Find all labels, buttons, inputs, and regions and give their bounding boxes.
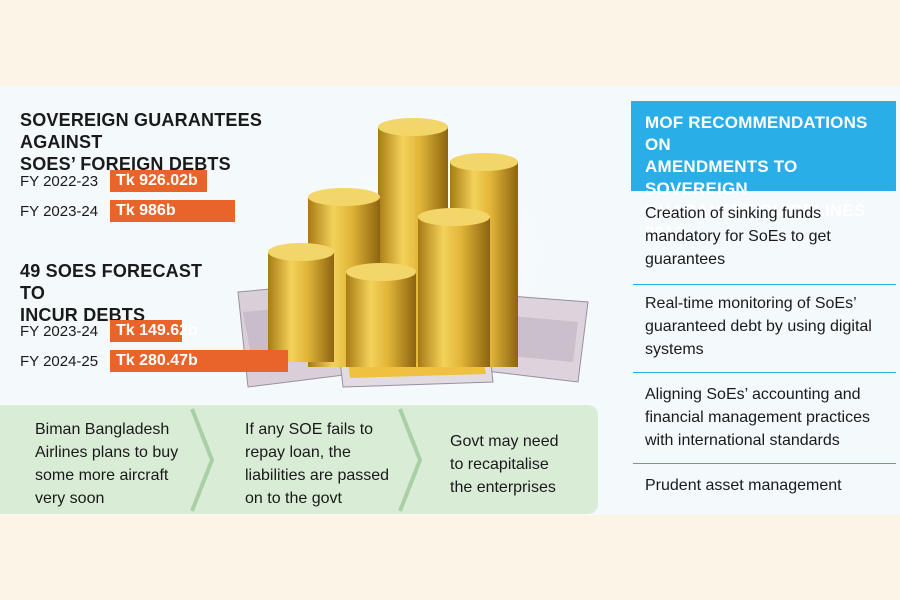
recommendation-line: guaranteed debt by using digital bbox=[645, 318, 872, 335]
divider bbox=[633, 372, 896, 373]
bar: Tk 149.62b bbox=[110, 320, 198, 342]
guarantees-title-line2: SOES’ FOREIGN DEBTS bbox=[20, 154, 231, 174]
bar-value-label: Tk 280.47b bbox=[116, 352, 198, 369]
step-line: the enterprises bbox=[450, 479, 556, 496]
recommendation-line: Creation of sinking funds bbox=[645, 205, 822, 222]
divider bbox=[633, 284, 896, 285]
bar-category-label: FY 2023-24 bbox=[20, 202, 99, 220]
step-biman: Biman Bangladesh Airlines plans to buy s… bbox=[35, 418, 205, 510]
recommendations-title-line: AMENDMENTS TO SOVEREIGN bbox=[645, 157, 798, 198]
bar-row: FY 2023-24 Tk 986b bbox=[20, 200, 235, 222]
step-line: very soon bbox=[35, 490, 105, 507]
recommendations-title-line: MOF RECOMMENDATIONS ON bbox=[645, 113, 868, 154]
consequences-band bbox=[0, 405, 598, 514]
step-line: to recapitalise bbox=[450, 456, 549, 473]
recommendations-header bbox=[631, 101, 896, 191]
recommendation-line: Real-time monitoring of SoEs’ bbox=[645, 295, 857, 312]
step-line: liabilities are passed bbox=[245, 467, 390, 484]
step-line: on to the govt bbox=[245, 490, 342, 507]
guarantees-title: SOVEREIGN GUARANTEES AGAINST SOES’ FOREI… bbox=[20, 109, 320, 175]
bar-row: FY 2024-25 Tk 280.47b bbox=[20, 350, 288, 372]
recommendation-line: systems bbox=[645, 341, 704, 358]
recommendation-item: Creation of sinking funds mandatory for … bbox=[645, 202, 885, 271]
recommendation-line: guarantees bbox=[645, 251, 726, 268]
bar-category-label: FY 2022-23 bbox=[20, 172, 99, 190]
step-line: Biman Bangladesh bbox=[35, 421, 170, 438]
chevron-right-icon bbox=[190, 408, 215, 512]
bar-value-label: Tk 149.62b bbox=[116, 322, 198, 339]
bar-category-label: FY 2024-25 bbox=[20, 352, 99, 370]
bar-row: FY 2022-23 Tk 926.02b bbox=[20, 170, 207, 192]
bar: Tk 280.47b bbox=[110, 350, 288, 372]
coin-stacks-icon bbox=[268, 118, 518, 367]
bar: Tk 926.02b bbox=[110, 170, 207, 192]
recommendation-line: Prudent asset management bbox=[645, 477, 842, 494]
bar-category-label: FY 2023-24 bbox=[20, 322, 99, 340]
recommendations-title: MOF RECOMMENDATIONS ON AMENDMENTS TO SOV… bbox=[645, 112, 890, 244]
bar: Tk 986b bbox=[110, 200, 235, 222]
recommendation-line: mandatory for SoEs to get bbox=[645, 228, 831, 245]
recommendation-line: with international standards bbox=[645, 432, 840, 449]
recommendations-title-line: GUARANTEE GUIDELINES 2012 bbox=[645, 201, 866, 242]
bar-value-label: Tk 986b bbox=[116, 202, 176, 219]
guarantees-title-line1: SOVEREIGN GUARANTEES AGAINST bbox=[20, 110, 263, 152]
recommendation-line: financial management practices bbox=[645, 409, 871, 426]
recommendation-item: Aligning SoEs’ accounting and financial … bbox=[645, 383, 885, 452]
recommendation-item: Prudent asset management bbox=[645, 474, 885, 497]
bar-row: FY 2023-24 Tk 149.62b bbox=[20, 320, 198, 342]
step-recapitalise: Govt may need to recapitalise the enterp… bbox=[450, 430, 620, 499]
forecast-title-line1: 49 SOES FORECAST TO bbox=[20, 261, 203, 303]
step-line: Govt may need bbox=[450, 433, 559, 450]
recommendation-line: Aligning SoEs’ accounting and bbox=[645, 386, 861, 403]
recommendation-item: Real-time monitoring of SoEs’ guaranteed… bbox=[645, 292, 885, 361]
bar-value-label: Tk 926.02b bbox=[116, 172, 198, 189]
step-line: If any SOE fails to bbox=[245, 421, 374, 438]
step-line: Airlines plans to buy bbox=[35, 444, 179, 461]
coins-illustration bbox=[237, 118, 589, 388]
chevron-right-icon bbox=[398, 408, 423, 512]
step-soe-default: If any SOE fails to repay loan, the liab… bbox=[245, 418, 415, 510]
forecast-title: 49 SOES FORECAST TO INCUR DEBTS bbox=[20, 260, 220, 326]
step-line: some more aircraft bbox=[35, 467, 169, 484]
divider bbox=[633, 463, 896, 464]
step-line: repay loan, the bbox=[245, 444, 351, 461]
